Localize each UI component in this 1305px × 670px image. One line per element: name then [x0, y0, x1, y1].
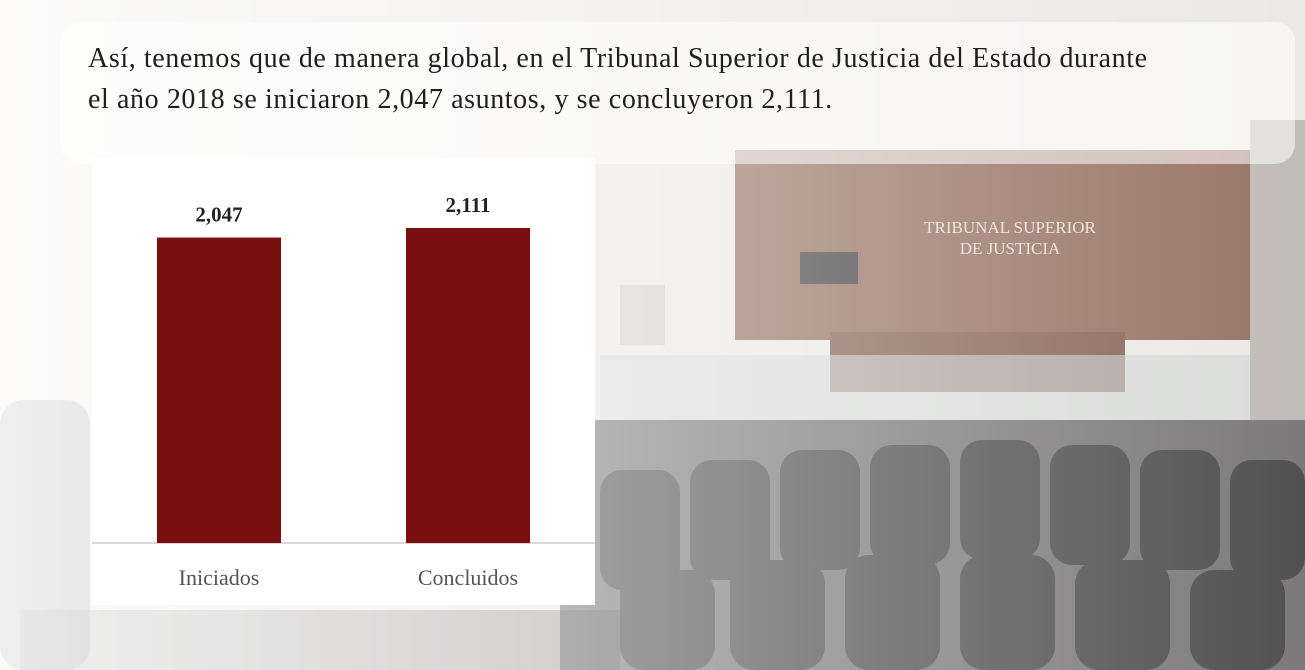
- x-tick-label: Concluidos: [418, 565, 518, 590]
- x-tick-label: Iniciados: [179, 565, 260, 590]
- photo-sign: TRIBUNAL SUPERIOR: [924, 218, 1096, 237]
- slide: TRIBUNAL SUPERIOR DE JUSTICIA 2,047 Inici…: [0, 0, 1305, 670]
- photo-sign: DE JUSTICIA: [960, 239, 1061, 258]
- bar: [406, 228, 530, 543]
- bar-chart: 2,047 Iniciados 2,111 Concluidos: [92, 158, 595, 605]
- value-label: 2,111: [446, 193, 491, 217]
- bar: [157, 238, 281, 543]
- value-label: 2,047: [195, 203, 242, 227]
- paragraph: Así, tenemos que de manera global, en el…: [88, 38, 1173, 120]
